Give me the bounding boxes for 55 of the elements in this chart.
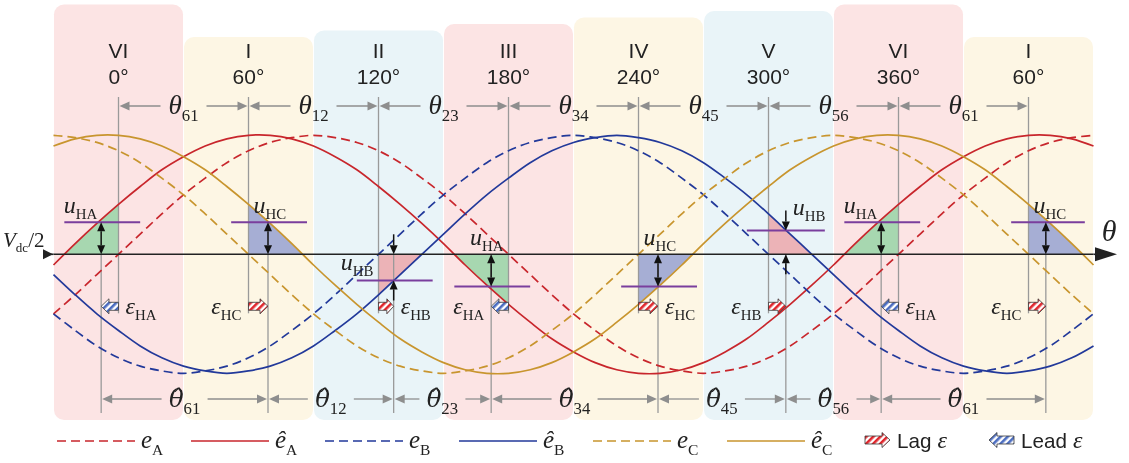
text: θ$_{56}$ xyxy=(818,90,849,126)
text: θ̂$_{61}$ xyxy=(168,384,201,419)
text: Lag ε xyxy=(897,427,948,453)
series-label: u$_{HC}$ xyxy=(253,192,287,223)
ref-line-label: ε$_{HB}$ xyxy=(400,293,431,324)
text: θ$_{34}$ xyxy=(558,90,590,126)
text: θ$_{61}$ xyxy=(168,90,199,126)
x-tick-label: 0° xyxy=(108,65,129,88)
ref-line-label: ε$_{HC}$ xyxy=(211,293,242,324)
ref-line-label: ε$_{HC}$ xyxy=(991,293,1022,324)
legend-label: ê$_{C}$ xyxy=(811,426,833,458)
band-label: II xyxy=(372,39,385,62)
series-label: u$_{HB}$ xyxy=(792,193,826,224)
ref-line-label: ε$_{HA}$ xyxy=(453,293,485,324)
band-label: I xyxy=(245,39,252,62)
legend-label: ê$_{B}$ xyxy=(543,426,565,458)
series-label: u$_{HA}$ xyxy=(470,224,504,255)
ref-line-label: ε$_{HB}$ xyxy=(731,293,762,324)
band-label: VI xyxy=(888,39,909,62)
x-tick-label: 120° xyxy=(356,65,401,88)
x-axis-title: θ xyxy=(1101,214,1117,248)
text: θ$_{23}$ xyxy=(428,90,459,126)
band-label: V xyxy=(761,39,776,62)
legend-label: e$_{B}$ xyxy=(409,426,431,458)
x-tick-label: 360° xyxy=(876,65,921,88)
x-tick-label: 180° xyxy=(486,65,531,88)
series-label: u$_{HB}$ xyxy=(340,249,374,280)
x-tick-label: 300° xyxy=(746,65,791,88)
band-label: IV xyxy=(628,39,649,62)
ref-line-label: ε$_{HC}$ xyxy=(665,293,696,324)
text: θ̂$_{45}$ xyxy=(706,384,738,419)
ref-line-label: ε$_{HA}$ xyxy=(905,293,937,324)
x-tick-label: 60° xyxy=(232,65,265,88)
ref-line-label: ε$_{HA}$ xyxy=(125,293,157,324)
legend-label: ê$_{A}$ xyxy=(275,426,299,458)
band-label: VI xyxy=(108,39,129,62)
text: θ̂$_{56}$ xyxy=(817,384,850,419)
series-label: u$_{HA}$ xyxy=(843,192,878,223)
y-axis-title: V$_{dc}$/2 xyxy=(3,228,45,256)
text: θ̂$_{34}$ xyxy=(558,384,591,419)
text: θ$_{45}$ xyxy=(688,90,719,126)
legend-label: e$_{A}$ xyxy=(141,426,165,458)
band-label: I 60° xyxy=(1012,39,1045,88)
x-tick-label: 240° xyxy=(616,65,661,88)
text: Lead ε xyxy=(1021,427,1083,453)
text: θ$_{12}$ xyxy=(298,90,329,126)
legend-label: e$_{C}$ xyxy=(677,426,699,458)
series-label: u$_{HC}$ xyxy=(1033,192,1067,223)
series-label: u$_{HA}$ xyxy=(63,192,98,223)
series-label: u$_{HC}$ xyxy=(643,224,677,255)
text: θ̂$_{12}$ xyxy=(315,384,347,419)
text: θ̂$_{23}$ xyxy=(426,384,459,419)
text: θ̂$_{61}$ xyxy=(947,384,980,419)
band-label: III xyxy=(499,39,518,62)
text: θ$_{61}$ xyxy=(948,90,979,126)
